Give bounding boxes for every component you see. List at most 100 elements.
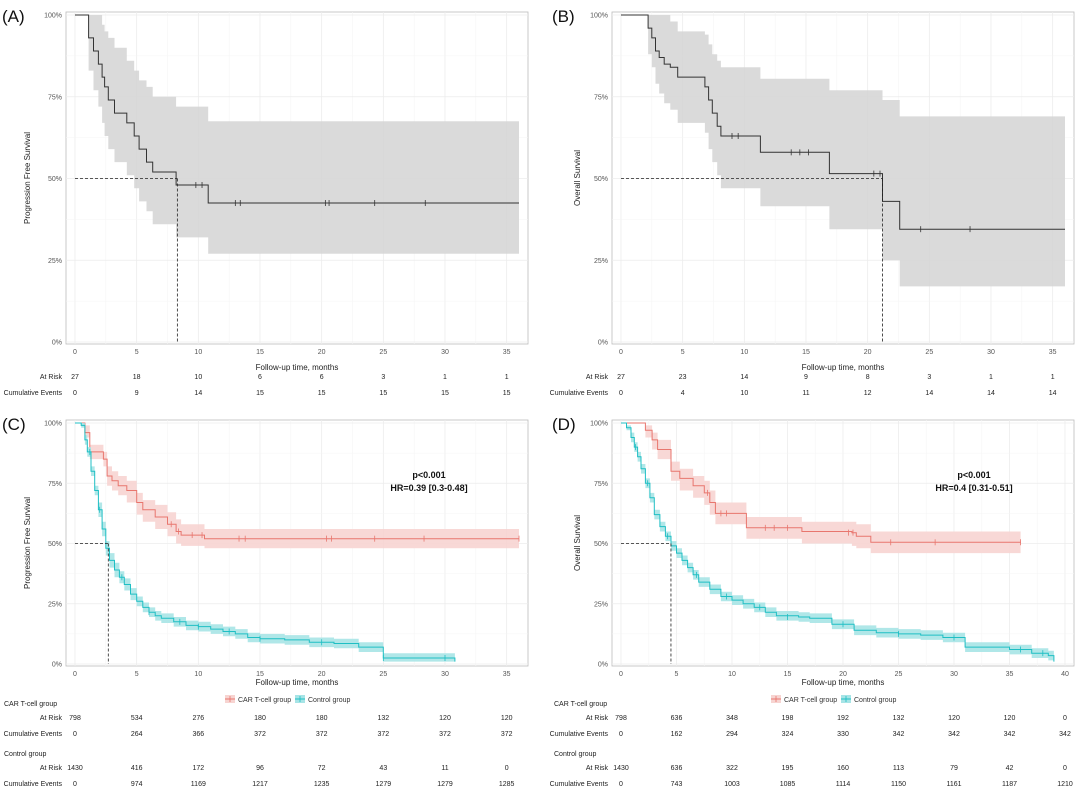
risk-cell: 366 (192, 731, 204, 738)
y-axis-title: Overall Survival (573, 150, 582, 206)
x-tick-label: 30 (441, 671, 449, 678)
risk-cell: 10 (194, 374, 202, 381)
survival-curve-all-patients (621, 14, 1065, 230)
y-tick-label: 25% (48, 258, 62, 265)
y-tick-label: 50% (594, 176, 608, 183)
x-tick-label: 0 (73, 671, 77, 678)
risk-cell: 0 (1063, 765, 1067, 772)
risk-cell: 372 (501, 731, 513, 738)
x-tick-label: 20 (318, 349, 326, 356)
risk-cell: 798 (615, 715, 627, 722)
x-tick-label: 30 (441, 349, 449, 356)
risk-cell: 636 (671, 765, 683, 772)
panel-d: (D) 0% 25% 50% 75% 100% 0 5 10 15 20 25 30 35 40 Follow… (550, 415, 1075, 788)
risk-cell: 1003 (724, 781, 740, 788)
risk-cell: 1217 (252, 781, 268, 788)
y-tick-label: 100% (44, 421, 62, 428)
risk-cell: 342 (1004, 731, 1016, 738)
risk-cell: 9 (135, 390, 139, 397)
risk-cell: 372 (377, 731, 389, 738)
risk-row-label: At Risk (586, 765, 609, 772)
y-tick-label: 50% (48, 176, 62, 183)
x-tick-label: 35 (1049, 349, 1057, 356)
x-tick-label: 15 (256, 671, 264, 678)
risk-cell: 15 (503, 390, 511, 397)
risk-row-label: Cumulative Events (4, 390, 63, 397)
risk-cell: 264 (131, 731, 143, 738)
risk-cell: 1285 (499, 781, 515, 788)
y-tick-label: 0% (52, 662, 62, 669)
risk-cell: 0 (505, 765, 509, 772)
risk-cell: 1187 (1002, 781, 1017, 788)
x-tick-label: 10 (194, 671, 202, 678)
x-tick-label: 30 (950, 671, 958, 678)
risk-cell: 294 (726, 731, 738, 738)
risk-cell: 15 (318, 390, 326, 397)
panel-label: (B) (552, 7, 575, 26)
risk-row-label: Cumulative Events (4, 781, 63, 788)
risk-cell: 15 (441, 390, 449, 397)
risk-cell: 372 (254, 731, 266, 738)
risk-cell: 27 (71, 374, 79, 381)
risk-cell: 636 (671, 715, 683, 722)
risk-cell: 14 (740, 374, 748, 381)
risk-cell: 372 (439, 731, 451, 738)
y-tick-label: 25% (594, 258, 608, 265)
risk-cell: 120 (948, 715, 960, 722)
risk-cell: 0 (619, 731, 623, 738)
risk-cell: 14 (1049, 390, 1057, 397)
x-tick-label: 5 (681, 349, 685, 356)
risk-cell: 1114 (836, 781, 851, 788)
risk-cell: 3 (927, 374, 931, 381)
x-tick-label: 5 (135, 349, 139, 356)
y-tick-label: 0% (598, 340, 608, 347)
x-tick-label: 15 (784, 671, 792, 678)
x-tick-label: 10 (728, 671, 736, 678)
y-tick-label: 25% (594, 601, 608, 608)
risk-cell: 195 (782, 765, 794, 772)
risk-cell: 342 (1059, 731, 1071, 738)
risk-cell: 330 (837, 731, 849, 738)
risk-cell: 0 (619, 781, 623, 788)
survival-curve-control-group (621, 422, 1055, 662)
x-tick-label: 10 (194, 349, 202, 356)
x-tick-label: 5 (675, 671, 679, 678)
risk-cell: 1161 (946, 781, 961, 788)
x-tick-label: 25 (379, 349, 387, 356)
panel-a: (A)0%25%50%75%100%0 5 10 15 20 25 30 35Follow-u… (2, 7, 529, 397)
legend-label: CAR T-cell group (238, 697, 291, 704)
risk-cell: 1 (1051, 374, 1055, 381)
panel-b: (B)0%25%50%75%100%0 5 10 15 20 25 30 35Follow-u… (550, 7, 1075, 397)
legend-label: CAR T-cell group (784, 697, 837, 704)
risk-cell: 180 (254, 715, 266, 722)
x-axis-title: Follow-up time, months (802, 363, 885, 372)
risk-row-label: Cumulative Events (550, 781, 609, 788)
risk-cell: 172 (192, 765, 204, 772)
risk-row-label: At Risk (40, 765, 63, 772)
risk-cell: 120 (439, 715, 451, 722)
risk-cell: 6 (320, 374, 324, 381)
risk-cell: 12 (864, 390, 872, 397)
risk-cell: 96 (256, 765, 264, 772)
risk-cell: 324 (782, 731, 794, 738)
risk-row-label: Cumulative Events (550, 390, 609, 397)
risk-cell: 1430 (67, 765, 83, 772)
survival-curve-all-patients (75, 14, 519, 204)
risk-cell: 1279 (437, 781, 453, 788)
risk-row-label: At Risk (586, 715, 609, 722)
survival-curve-car-t-cell-group (75, 422, 519, 540)
risk-cell: 1235 (314, 781, 330, 788)
risk-cell: 1430 (613, 765, 629, 772)
y-tick-label: 25% (48, 601, 62, 608)
risk-cell: 11 (802, 390, 809, 397)
x-axis-title: Follow-up time, months (256, 678, 339, 687)
x-tick-label: 20 (318, 671, 326, 678)
risk-cell: 132 (893, 715, 905, 722)
risk-cell: 1279 (376, 781, 392, 788)
risk-cell: 79 (950, 765, 958, 772)
risk-cell: 1 (989, 374, 993, 381)
risk-cell: 10 (740, 390, 748, 397)
risk-cell: 1150 (891, 781, 906, 788)
risk-cell: 416 (131, 765, 143, 772)
risk-group-title: CAR T-cell group (4, 701, 57, 708)
